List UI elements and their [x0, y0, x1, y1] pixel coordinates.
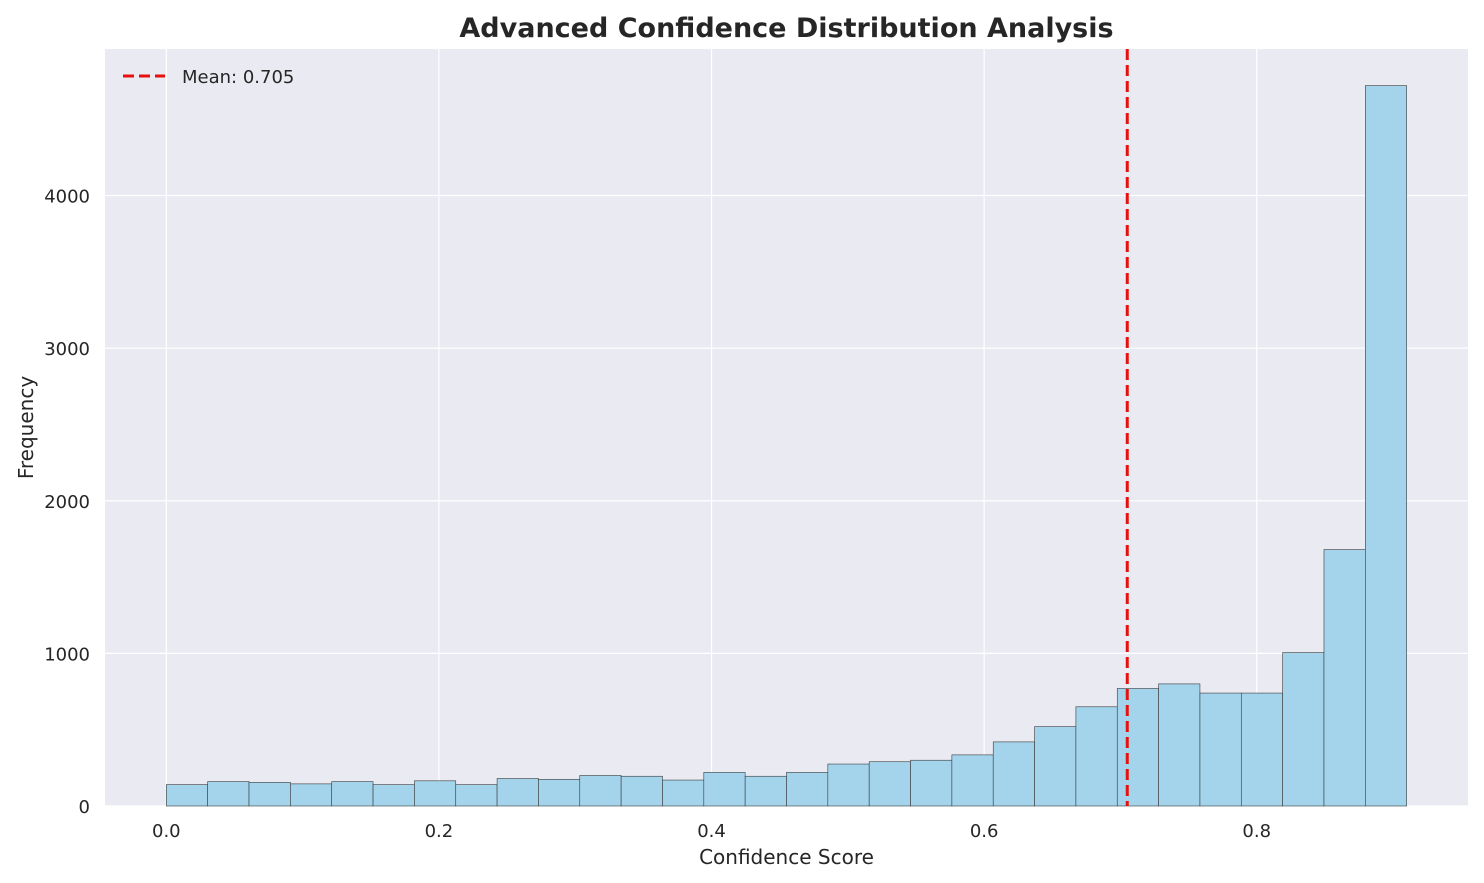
y-axis-ticks: 0 1000 2000 3000 4000 [44, 187, 90, 818]
legend: Mean: 0.705 [123, 67, 294, 88]
x-tick-label-2: 0.4 [697, 821, 726, 842]
histogram-bar-14 [744, 775, 787, 807]
histogram-bar-7 [455, 784, 498, 807]
histogram-bar-17 [868, 761, 911, 807]
histogram-bar-3 [290, 783, 333, 807]
histogram-bar-10 [579, 775, 622, 807]
histogram-bar-28 [1323, 549, 1366, 807]
histogram-bar-16 [827, 763, 870, 807]
histogram-bar-0 [166, 784, 208, 807]
histogram-bar-6 [414, 780, 457, 807]
x-tick-label-0: 0.0 [152, 821, 181, 842]
histogram-bar-4 [331, 781, 374, 807]
histogram-bar-21 [1034, 726, 1077, 807]
histogram-bar-1 [207, 781, 250, 807]
legend-entry-mean: Mean: 0.705 [182, 67, 294, 88]
histogram-bar-12 [662, 779, 705, 807]
histogram-bar-20 [992, 741, 1035, 807]
histogram-bar-19 [951, 754, 994, 807]
histogram-bar-24 [1158, 683, 1201, 807]
y-tick-label-3: 3000 [44, 339, 90, 360]
y-tick-label-0: 0 [79, 797, 90, 818]
x-axis-label: Confidence Score [699, 845, 874, 869]
plot-area [105, 49, 1468, 806]
y-tick-label-4: 4000 [44, 187, 90, 208]
x-tick-label-3: 0.6 [970, 821, 999, 842]
histogram-bar-2 [248, 782, 291, 807]
histogram-bars [166, 85, 1407, 807]
histogram-bar-25 [1199, 692, 1242, 807]
histogram-bar-11 [620, 775, 663, 807]
y-tick-label-1: 1000 [44, 644, 90, 665]
histogram-bar-5 [372, 784, 415, 807]
histogram-bar-22 [1075, 706, 1118, 807]
histogram-bar-27 [1282, 652, 1325, 807]
y-axis-label: Frequency [14, 376, 38, 479]
histogram-bar-15 [786, 772, 829, 807]
histogram-bar-9 [538, 778, 581, 807]
histogram-bar-23 [1116, 688, 1159, 807]
histogram-bar-29 [1365, 85, 1407, 807]
x-tick-label-1: 0.2 [425, 821, 454, 842]
x-axis-ticks: 0.0 0.2 0.4 0.6 0.8 [152, 821, 1271, 842]
histogram-bar-26 [1240, 692, 1283, 807]
y-tick-label-2: 2000 [44, 492, 90, 513]
histogram-bar-18 [910, 759, 953, 807]
histogram-bar-8 [496, 778, 539, 807]
x-tick-label-4: 0.8 [1242, 821, 1271, 842]
chart-title: Advanced Confidence Distribution Analysi… [459, 13, 1113, 44]
histogram-bar-13 [703, 772, 746, 807]
